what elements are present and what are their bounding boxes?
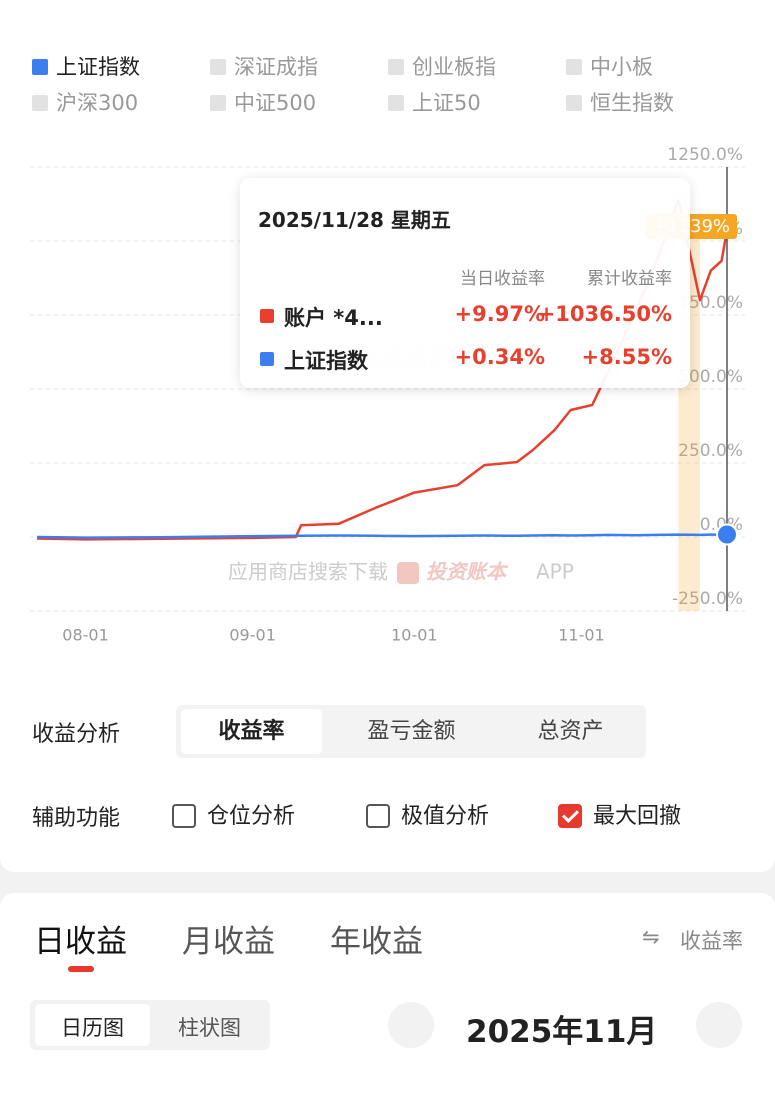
checkbox[interactable] — [172, 804, 196, 828]
checkbox-label[interactable]: 极值分析 — [401, 804, 490, 829]
tab[interactable]: 月收益 — [182, 924, 275, 960]
check-mark — [562, 806, 579, 823]
tooltip-name: 账户 *4... — [284, 306, 383, 330]
watermark: 投资账本 — [426, 560, 509, 584]
tooltip-header: 当日收益率 — [460, 269, 545, 289]
checkbox-label[interactable]: 仓位分析 — [207, 804, 296, 829]
x-tick-label: 09-01 — [229, 626, 276, 645]
legend-swatch — [32, 95, 48, 111]
tooltip-daily: +0.34% — [454, 345, 545, 369]
x-tick-label: 08-01 — [62, 626, 109, 645]
segment-tab[interactable]: 盈亏金额 — [367, 719, 456, 744]
tab[interactable]: 年收益 — [330, 924, 423, 960]
watermark-logo — [397, 562, 419, 584]
legend-label: 沪深300 — [56, 91, 138, 115]
series-line — [36, 533, 728, 539]
legend-label: 上证50 — [412, 91, 481, 115]
prev-button[interactable] — [388, 1002, 434, 1048]
tab-active[interactable]: 日收益 — [34, 924, 127, 960]
legend-swatch — [566, 59, 582, 75]
legend-swatch — [210, 59, 226, 75]
tooltip-daily: +9.97% — [454, 302, 545, 326]
segment-tab[interactable]: 收益率 — [218, 719, 285, 744]
checkbox[interactable] — [558, 804, 582, 828]
end-dot — [716, 523, 738, 546]
view-tab[interactable]: 柱状图 — [178, 1016, 241, 1040]
legend-label: 中小板 — [590, 55, 653, 79]
x-tick-label: 10-01 — [391, 626, 438, 645]
tooltip: 2025/11/28 星期五 当日收益率 累计收益率 账户 *4... +9.97… — [240, 178, 690, 388]
segment-selected — [181, 709, 322, 754]
next-button[interactable] — [696, 1002, 742, 1048]
legend-swatch — [32, 59, 48, 75]
tooltip-header: 累计收益率 — [587, 269, 672, 289]
legend-label: 中证500 — [234, 91, 316, 115]
legend-label: 上证指数 — [56, 55, 140, 79]
tooltip-date: 2025/11/28 星期五 — [258, 208, 451, 232]
month-label[interactable]: 2025年11月 — [466, 1014, 658, 1050]
tooltip-name: 上证指数 — [284, 349, 368, 373]
watermark: APP — [536, 560, 574, 584]
section-label: 辅助功能 — [32, 806, 121, 831]
legend-swatch — [388, 59, 404, 75]
tooltip-swatch — [260, 309, 274, 323]
legend-label: 深证成指 — [234, 55, 318, 79]
tooltip-swatch — [260, 352, 274, 366]
tooltip-total: +1036.50% — [537, 302, 672, 326]
tab-underline — [68, 966, 94, 972]
checkbox-label[interactable]: 最大回撤 — [593, 804, 682, 829]
legend-label: 恒生指数 — [590, 91, 674, 115]
legend-label: 创业板指 — [412, 55, 496, 79]
checkbox[interactable] — [366, 804, 390, 828]
swap-icon: ⇋ — [642, 925, 660, 949]
tooltip-total: +8.55% — [581, 345, 672, 369]
segment-tab[interactable]: 总资产 — [537, 719, 604, 744]
legend-swatch — [210, 95, 226, 111]
legend-swatch — [388, 95, 404, 111]
metric-toggle[interactable]: 收益率 — [680, 929, 743, 953]
legend-swatch — [566, 95, 582, 111]
y-tick-label: -250.0% — [672, 589, 743, 609]
watermark: 应用商店搜索下载 — [228, 560, 388, 584]
x-tick-label: 11-01 — [558, 626, 605, 645]
section-label: 收益分析 — [32, 722, 121, 747]
y-tick-label: 1250.0% — [667, 145, 743, 165]
view-tab[interactable]: 日历图 — [61, 1016, 124, 1040]
